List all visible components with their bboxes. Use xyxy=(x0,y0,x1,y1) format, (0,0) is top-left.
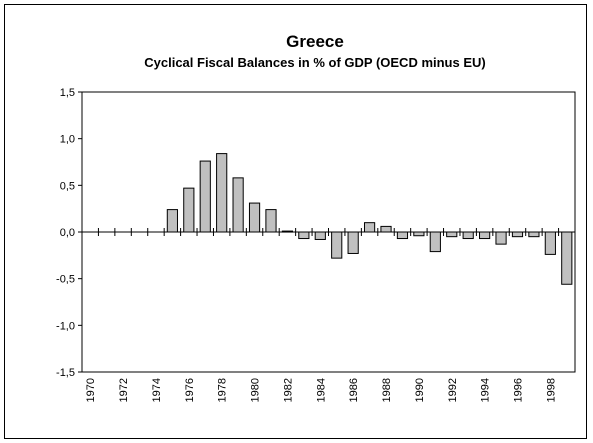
bar xyxy=(380,225,392,233)
x-tick-label: 1992 xyxy=(447,378,459,402)
bar xyxy=(479,231,491,240)
bar xyxy=(183,187,195,233)
bar xyxy=(462,231,474,240)
x-tick-label: 1970 xyxy=(85,378,97,402)
bar xyxy=(166,209,178,233)
x-tick-label: 1974 xyxy=(151,378,163,402)
y-tick-label: 0,5 xyxy=(60,180,75,192)
x-tick-label: 1998 xyxy=(545,378,557,402)
bar xyxy=(331,231,343,259)
bar xyxy=(396,231,409,240)
bar xyxy=(281,230,294,233)
bar xyxy=(216,153,228,233)
chart-title: Greece xyxy=(286,32,344,51)
bar xyxy=(495,231,507,245)
bar xyxy=(232,177,244,233)
bar xyxy=(429,231,441,253)
bar xyxy=(413,231,425,237)
x-tick-label: 1976 xyxy=(184,378,196,402)
y-tick-label: -0,5 xyxy=(56,274,75,286)
x-tick-label: 1980 xyxy=(250,378,262,402)
x-tick-label: 1986 xyxy=(348,378,360,402)
bar xyxy=(265,209,277,233)
x-tick-label: 1972 xyxy=(118,378,130,402)
x-tick-label: 1994 xyxy=(480,378,492,402)
bar xyxy=(446,231,458,238)
bar xyxy=(511,231,524,238)
x-tick-label: 1988 xyxy=(381,378,393,402)
y-tick-label: 1,0 xyxy=(60,134,75,146)
x-tick-label: 1990 xyxy=(414,378,426,402)
bar xyxy=(314,231,326,240)
bar xyxy=(528,231,540,238)
chart-subtitle: Cyclical Fiscal Balances in % of GDP (OE… xyxy=(144,55,485,70)
x-tick-label: 1984 xyxy=(315,378,327,402)
x-tick-label: 1996 xyxy=(512,378,524,402)
y-tick-label: -1,5 xyxy=(56,367,75,379)
y-axis: 1,5 1,0 0,5 0,0 -0,5 -1,0 -1,5 xyxy=(56,87,82,379)
x-tick-label: 1978 xyxy=(217,378,229,402)
bar xyxy=(199,160,211,233)
bar xyxy=(544,231,556,255)
x-axis: 1970 1972 1974 1976 1978 1980 1982 1984 1986 1988… xyxy=(81,228,576,402)
bar xyxy=(248,202,261,233)
bar xyxy=(298,231,310,240)
bar xyxy=(363,222,376,233)
chart-frame: Greece Cyclical Fiscal Balances in % of … xyxy=(4,4,587,439)
bar xyxy=(561,231,573,285)
bar xyxy=(347,231,359,254)
x-tick-label: 1982 xyxy=(282,378,294,402)
y-tick-label: 0,0 xyxy=(60,227,75,239)
y-tick-label: -1,0 xyxy=(56,320,75,332)
bars xyxy=(166,153,573,285)
y-tick-label: 1,5 xyxy=(60,87,75,99)
chart-svg: Greece Cyclical Fiscal Balances in % of … xyxy=(56,32,576,402)
